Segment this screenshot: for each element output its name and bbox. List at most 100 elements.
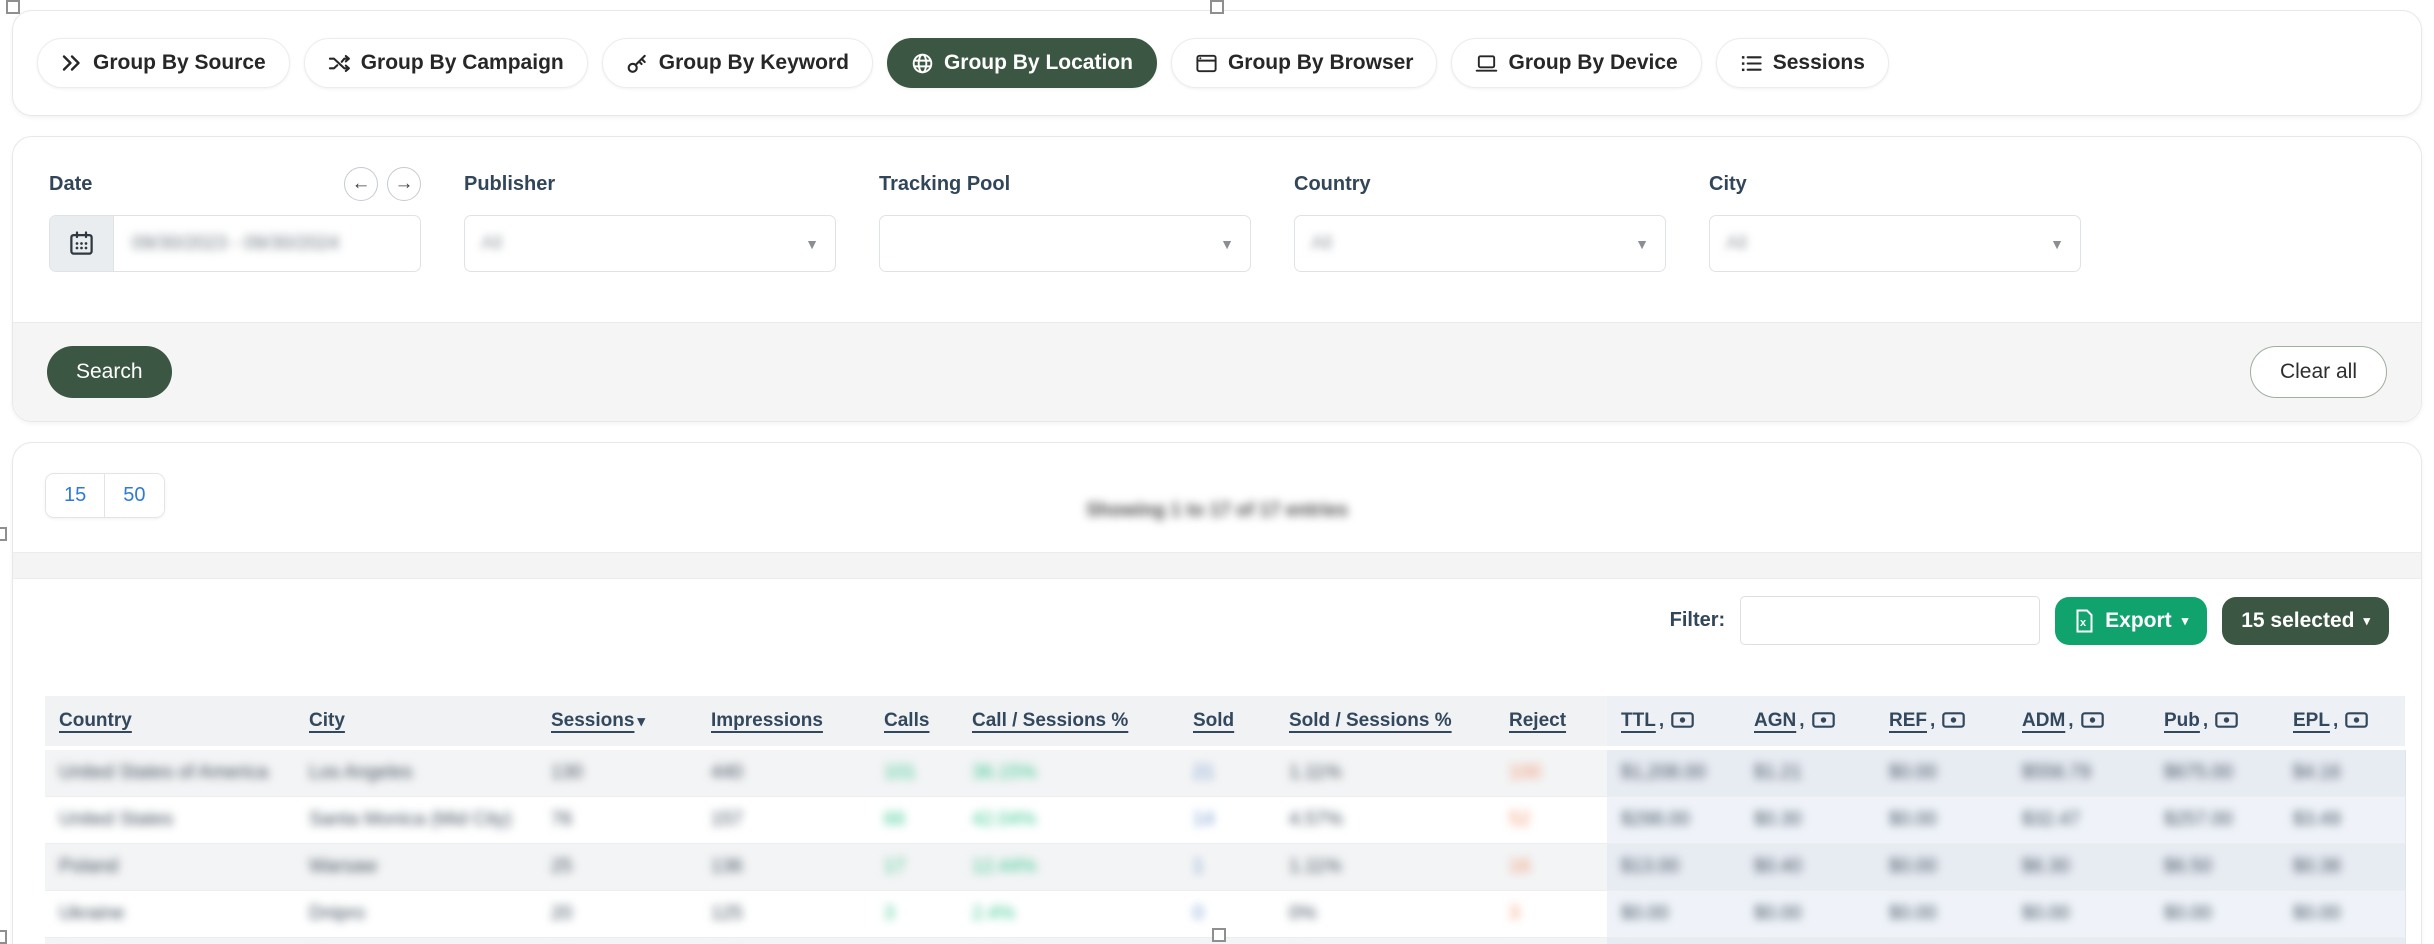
page-size-15-button[interactable]: 15 (46, 474, 105, 517)
tab-sessions[interactable]: Sessions (1716, 38, 1889, 88)
page: Group By Source Group By Campaign Group … (0, 0, 2434, 944)
cell-ttl: $0.00 (1607, 891, 1740, 938)
column-header-city[interactable]: City (295, 696, 537, 748)
svg-text:x: x (2080, 617, 2087, 629)
column-header-ttl[interactable]: TTL, (1607, 696, 1740, 748)
browser-icon (1195, 52, 1218, 75)
excel-file-icon: x (2074, 609, 2095, 633)
chevron-down-icon: ▼ (1635, 236, 1649, 252)
tab-group-by-location[interactable]: Group By Location (887, 38, 1157, 88)
column-header-sold[interactable]: Sold (1179, 696, 1275, 748)
tab-group-by-keyword[interactable]: Group By Keyword (602, 38, 873, 88)
showing-entries-text: Showing 1 to 17 of 17 entries (1086, 500, 1348, 522)
arrow-right-icon: → (395, 173, 414, 195)
tab-group-by-source[interactable]: Group By Source (37, 38, 290, 88)
column-header-sessions[interactable]: Sessions▾ (537, 696, 697, 748)
page-size-50-button[interactable]: 50 (105, 474, 163, 517)
cell-calls: 101 (870, 748, 958, 797)
column-header-ref[interactable]: REF, (1875, 696, 2008, 748)
selection-handle[interactable] (6, 0, 20, 14)
cell-agn: $1.21 (1740, 748, 1875, 797)
column-header-reject[interactable]: Reject (1495, 696, 1607, 748)
city-filter: City All ▼ (1709, 167, 2081, 272)
country-value: All (1311, 233, 1332, 255)
sort-desc-icon: ▾ (637, 713, 645, 730)
cell-ttl: $13.00 (1607, 844, 1740, 891)
cell-ttl: $0.00 (1607, 938, 1740, 944)
publisher-filter: Publisher All ▼ (464, 167, 836, 272)
cell-sold: 14 (1179, 797, 1275, 844)
date-prev-button[interactable]: ← (344, 167, 378, 201)
search-button[interactable]: Search (47, 346, 172, 398)
cell-sold-sessions: 4.57% (1275, 797, 1495, 844)
column-header-pub[interactable]: Pub, (2150, 696, 2279, 748)
publisher-select[interactable]: All ▼ (464, 215, 836, 272)
column-header-call-sessions[interactable]: Call / Sessions % (958, 696, 1179, 748)
columns-selected-dropdown[interactable]: 15 selected ▾ (2222, 597, 2389, 645)
column-header-impressions[interactable]: Impressions (697, 696, 870, 748)
group-by-toolbar: Group By Source Group By Campaign Group … (12, 10, 2422, 116)
cell-agn: $0.40 (1740, 844, 1875, 891)
cell-pub: $257.00 (2150, 797, 2279, 844)
cell-reject: 100 (1495, 748, 1607, 797)
cell-sold-sessions: 0% (1275, 938, 1495, 944)
cell-call-sessions: 42.04% (958, 797, 1179, 844)
column-header-sold-sessions[interactable]: Sold / Sessions % (1275, 696, 1495, 748)
cell-call-sessions: 12.44% (958, 844, 1179, 891)
cell-city: Toronto (295, 938, 537, 944)
cell-calls: 17 (870, 844, 958, 891)
page-size-selector: 15 50 (45, 473, 165, 518)
tab-group-by-browser[interactable]: Group By Browser (1171, 38, 1438, 88)
export-button[interactable]: x Export ▾ (2055, 597, 2207, 645)
date-range-input[interactable]: 09/30/2023 - 09/30/2024 (49, 215, 421, 272)
tab-label: Sessions (1773, 51, 1865, 75)
column-header-calls[interactable]: Calls (870, 696, 958, 748)
date-next-button[interactable]: → (387, 167, 421, 201)
table-header: CountryCitySessions▾ImpressionsCallsCall… (45, 696, 2405, 748)
city-select[interactable]: All ▼ (1709, 215, 2081, 272)
tab-group-by-campaign[interactable]: Group By Campaign (304, 38, 588, 88)
table-row: United States of AmericaLos Angeles13044… (45, 748, 2405, 797)
tracking-pool-label: Tracking Pool (879, 173, 1010, 196)
cell-impressions: 440 (697, 748, 870, 797)
chevron-down-icon: ▼ (2050, 236, 2064, 252)
results-table: CountryCitySessions▾ImpressionsCallsCall… (45, 696, 2406, 944)
publisher-value: All (481, 233, 502, 255)
cell-sold-sessions: 1.11% (1275, 748, 1495, 797)
selection-handle[interactable] (1212, 928, 1226, 942)
table-filter-input[interactable] (1740, 596, 2040, 645)
cell-country: Ukraine (45, 891, 295, 938)
selection-handle[interactable] (0, 930, 7, 944)
cell-ref: $0.00 (1875, 797, 2008, 844)
selection-handle[interactable] (0, 527, 7, 541)
tracking-pool-select[interactable]: ▼ (879, 215, 1251, 272)
banknote-icon (2345, 712, 2368, 728)
globe-icon (911, 52, 934, 75)
cell-pub: $0.00 (2150, 938, 2279, 944)
cell-impressions: 157 (697, 797, 870, 844)
cell-reject: 52 (1495, 797, 1607, 844)
publisher-label: Publisher (464, 173, 555, 196)
calendar-addon (50, 216, 114, 271)
clear-all-button[interactable]: Clear all (2250, 346, 2387, 398)
tab-group-by-device[interactable]: Group By Device (1451, 38, 1701, 88)
banknote-icon (1671, 712, 1694, 728)
column-header-adm[interactable]: ADM, (2008, 696, 2150, 748)
cell-reject: 3 (1495, 891, 1607, 938)
cell-sold: 21 (1179, 748, 1275, 797)
banknote-icon (2081, 712, 2104, 728)
divider-band (13, 552, 2421, 579)
cell-country: United States of America (45, 748, 295, 797)
cell-ref: $0.00 (1875, 891, 2008, 938)
column-header-epl[interactable]: EPL, (2279, 696, 2405, 748)
column-header-agn[interactable]: AGN, (1740, 696, 1875, 748)
cell-reject: 9 (1495, 938, 1607, 944)
date-range-value: 09/30/2023 - 09/30/2024 (132, 233, 339, 255)
country-filter: Country All ▼ (1294, 167, 1666, 272)
selection-handle[interactable] (1210, 0, 1224, 14)
cell-city: Warsaw (295, 844, 537, 891)
filters-row: Date ← → 09/30/2023 - 09/30/2024 Publish… (13, 137, 2421, 322)
country-select[interactable]: All ▼ (1294, 215, 1666, 272)
cell-sold: 0 (1179, 938, 1275, 944)
column-header-country[interactable]: Country (45, 696, 295, 748)
